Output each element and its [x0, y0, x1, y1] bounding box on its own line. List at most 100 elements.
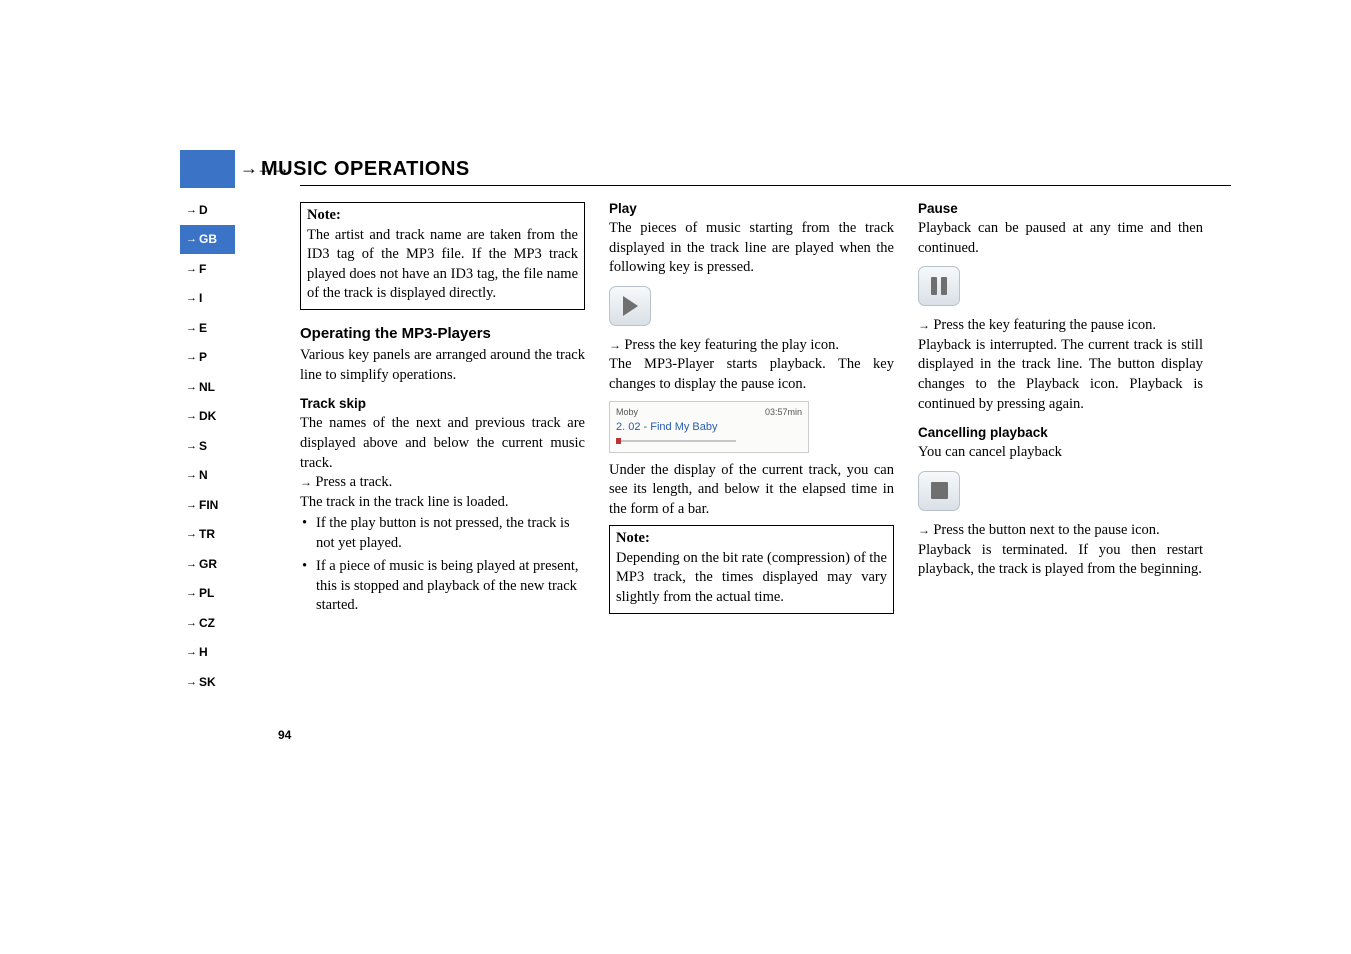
language-tab-f[interactable]: →F	[180, 254, 235, 284]
arrow-icon: →	[186, 322, 197, 334]
note-box-id3: Note: The artist and track name are take…	[300, 202, 585, 310]
language-tab-label: CZ	[199, 616, 215, 630]
trackskip-instruction: → Press a track.	[300, 473, 585, 493]
note-box-bitrate: Note: Depending on the bit rate (compres…	[609, 525, 894, 613]
language-tab-nl[interactable]: →NL	[180, 372, 235, 402]
language-tab-e[interactable]: →E	[180, 313, 235, 343]
language-tab-p[interactable]: →P	[180, 343, 235, 373]
mini-player-row1: Moby 03:57min	[616, 406, 802, 418]
play-instruction: → Press the key featuring the play icon.	[609, 336, 894, 356]
language-tab-label: P	[199, 350, 207, 364]
pause-body1: Playback can be paused at any time and t…	[918, 219, 1203, 258]
pause-icon	[931, 277, 947, 295]
language-tab-label: N	[199, 468, 208, 482]
language-tab-tr[interactable]: →TR	[180, 520, 235, 550]
arrow-icon: →	[186, 233, 197, 245]
language-tab-label: GR	[199, 557, 217, 571]
play-button[interactable]	[609, 286, 651, 326]
arrow-icon: →	[186, 292, 197, 304]
cancel-press: Press the button next to the pause icon.	[933, 522, 1159, 538]
arrow-icon: →	[918, 523, 933, 537]
play-body2: The MP3-Player starts playback. The key …	[609, 355, 894, 394]
language-tab-gr[interactable]: →GR	[180, 549, 235, 579]
arrow-icon: →	[186, 204, 197, 216]
language-tab-label: NL	[199, 380, 215, 394]
cancel-body2: Playback is terminated. If you then rest…	[918, 541, 1203, 580]
mini-progress-knob	[616, 438, 621, 444]
pause-body2: Playback is interrupted. The current tra…	[918, 336, 1203, 414]
language-tab-sk[interactable]: →SK	[180, 667, 235, 697]
trackskip-bullets: If the play button is not pressed, the t…	[300, 514, 585, 616]
column-2: Play The pieces of music starting from t…	[609, 200, 894, 622]
trackskip-heading: Track skip	[300, 395, 585, 413]
arrow-icon: →	[186, 558, 197, 570]
language-tab-n[interactable]: →N	[180, 461, 235, 491]
arrow-icon: →	[186, 587, 197, 599]
note-body: Depending on the bit rate (compression) …	[616, 549, 887, 608]
pause-heading: Pause	[918, 200, 1203, 218]
language-tab-label: S	[199, 439, 207, 453]
arrow-icon: →	[186, 646, 197, 658]
operating-body: Various key panels are arranged around t…	[300, 346, 585, 385]
arrow-icon: →	[186, 263, 197, 275]
arrow-icon: →	[186, 528, 197, 540]
arrow-icon: →	[186, 617, 197, 629]
mini-player-display: Moby 03:57min 2. 02 - Find My Baby	[609, 401, 809, 453]
arrow-icon: →	[918, 318, 933, 332]
language-tab-label: TR	[199, 527, 215, 541]
header-rule	[300, 185, 1231, 186]
language-tab-dk[interactable]: →DK	[180, 402, 235, 432]
note-heading: Note:	[307, 206, 578, 226]
bullet-not-pressed: If the play button is not pressed, the t…	[300, 514, 585, 553]
content-columns: Note: The artist and track name are take…	[300, 200, 1231, 622]
column-3: Pause Playback can be paused at any time…	[918, 200, 1203, 622]
trackskip-body2: The track in the track line is loaded.	[300, 493, 585, 513]
page: MUSIC OPERATIONS →→→ →D→GB→F→I→E→P→NL→DK…	[0, 0, 1351, 954]
language-tab-label: PL	[199, 586, 214, 600]
mini-duration: 03:57min	[765, 406, 802, 418]
language-tab-label: F	[199, 262, 206, 276]
arrow-icon: →	[186, 381, 197, 393]
pause-instruction: → Press the key featuring the pause icon…	[918, 316, 1203, 336]
language-tab-label: GB	[199, 232, 217, 246]
mini-progress-bar	[616, 440, 736, 442]
language-tab-s[interactable]: →S	[180, 431, 235, 461]
play-press: Press the key featuring the play icon.	[624, 337, 839, 353]
arrow-icon: →	[186, 499, 197, 511]
language-tab-label: FIN	[199, 498, 218, 512]
arrow-icon: →	[186, 351, 197, 363]
stop-button[interactable]	[918, 471, 960, 511]
bullet-playing: If a piece of music is being played at p…	[300, 557, 585, 616]
language-tab-label: I	[199, 291, 202, 305]
language-tab-label: H	[199, 645, 208, 659]
language-tab-fin[interactable]: →FIN	[180, 490, 235, 520]
page-title: MUSIC OPERATIONS	[261, 158, 470, 181]
play-icon	[623, 296, 638, 316]
language-tab-gb[interactable]: →GB	[180, 225, 235, 255]
play-heading: Play	[609, 200, 894, 218]
language-tab-label: D	[199, 203, 208, 217]
language-tab-label: DK	[199, 409, 216, 423]
pause-button[interactable]	[918, 266, 960, 306]
arrow-icon: →	[186, 410, 197, 422]
play-body1: The pieces of music starting from the tr…	[609, 219, 894, 278]
note-body: The artist and track name are taken from…	[307, 226, 578, 304]
mini-artist: Moby	[616, 406, 638, 418]
language-tab-cz[interactable]: →CZ	[180, 608, 235, 638]
language-tab-h[interactable]: →H	[180, 638, 235, 668]
breadcrumb-arrows: →→→	[240, 158, 288, 179]
trackskip-body1: The names of the next and previous track…	[300, 414, 585, 473]
arrow-icon: →	[186, 676, 197, 688]
language-tab-i[interactable]: →I	[180, 284, 235, 314]
pause-press: Press the key featuring the pause icon.	[933, 317, 1156, 333]
note-heading: Note:	[616, 529, 887, 549]
stop-icon	[931, 482, 948, 499]
language-tab-d[interactable]: →D	[180, 195, 235, 225]
arrow-icon: →	[609, 338, 624, 352]
page-number: 94	[278, 728, 291, 742]
cancel-heading: Cancelling playback	[918, 424, 1203, 442]
arrow-icon: →	[300, 475, 315, 489]
language-tab-label: E	[199, 321, 207, 335]
cancel-body1: You can cancel playback	[918, 443, 1203, 463]
language-tab-pl[interactable]: →PL	[180, 579, 235, 609]
